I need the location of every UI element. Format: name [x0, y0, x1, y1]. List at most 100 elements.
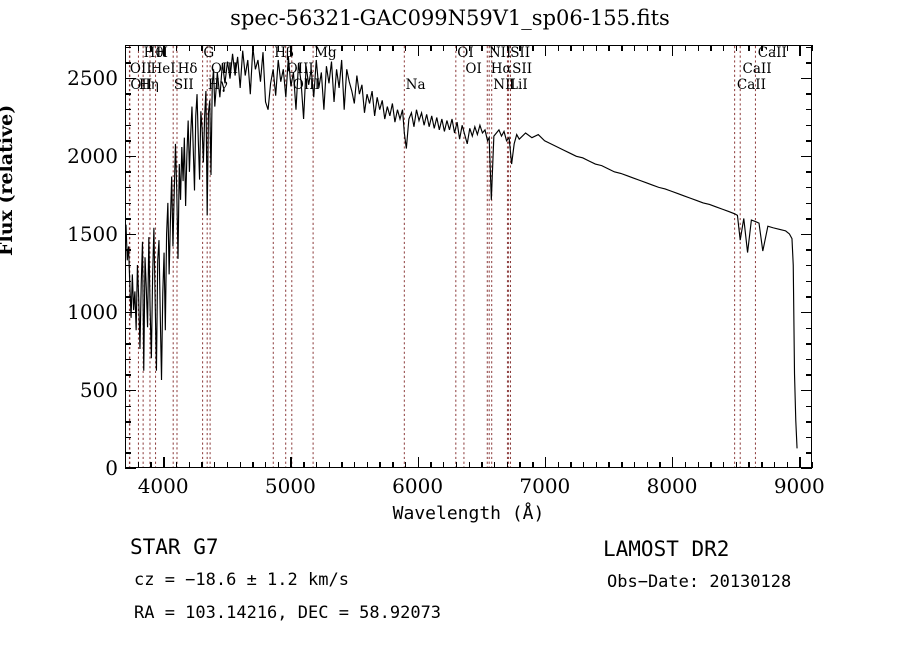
x-tick-top-6500 — [481, 45, 483, 51]
x-tick-5000 — [290, 457, 292, 468]
plot-clip-area — [126, 46, 811, 467]
y-tick-right-2100 — [806, 140, 812, 142]
x-tick-top-8800 — [773, 45, 776, 51]
line-label-sii-4072: SII — [173, 77, 194, 93]
line-marker-layer — [128, 46, 756, 467]
x-tick-7800 — [646, 462, 648, 468]
x-tick-top-6700 — [506, 45, 509, 51]
line-label-lii-6707: LiI — [509, 77, 528, 93]
line-label-hγ-4340: Hγ — [207, 77, 228, 93]
x-tick-top-3900 — [150, 45, 152, 51]
y-tick-right-400 — [806, 405, 812, 407]
x-tick-4400 — [214, 462, 216, 468]
x-tick-3700 — [125, 462, 127, 468]
x-tick-top-8900 — [786, 45, 788, 51]
x-tick-top-6400 — [468, 45, 470, 51]
y-tick-2700 — [125, 46, 131, 48]
x-tick-top-7800 — [646, 45, 648, 51]
x-tick-top-8000 — [672, 45, 674, 56]
y-tick-label-2000: 2000 — [67, 143, 118, 168]
x-tick-top-5100 — [303, 45, 305, 51]
object-type-text: STAR G7 — [130, 535, 219, 559]
x-tick-5200 — [315, 462, 318, 468]
y-tick-right-1800 — [806, 187, 812, 189]
y-axis-title: Flux (relative) — [0, 104, 17, 256]
spectrum-plot[interactable] — [125, 45, 812, 468]
x-tick-3900 — [150, 462, 152, 468]
y-tick-300 — [125, 421, 131, 423]
x-tick-label-5000: 5000 — [264, 474, 316, 498]
y-tick-2200 — [125, 124, 131, 126]
line-label-oi-6364: OI — [465, 61, 482, 77]
y-tick-2300 — [125, 108, 131, 111]
line-label-h-3933: H — [156, 45, 168, 61]
y-tick-right-1100 — [806, 296, 812, 298]
x-tick-5700 — [379, 462, 381, 468]
line-label-nii-6583: NII — [493, 77, 516, 93]
x-tick-8000 — [672, 457, 674, 468]
x-tick-4300 — [201, 462, 203, 468]
line-label-g-4304: G — [203, 45, 215, 61]
line-label-sii-6716: SII — [510, 45, 531, 61]
line-label-hei-3889: HeI — [150, 61, 176, 77]
x-tick-6500 — [481, 462, 483, 468]
x-tick-3800 — [137, 462, 140, 468]
y-tick-2100 — [125, 140, 131, 142]
y-tick-0 — [125, 468, 136, 470]
x-tick-top-5000 — [290, 45, 292, 56]
y-tick-right-2300 — [806, 108, 812, 111]
y-tick-1500 — [125, 233, 136, 236]
obs-date-text: Obs−Date: 20130128 — [607, 572, 792, 592]
y-tick-900 — [125, 327, 131, 329]
x-tick-top-8400 — [722, 45, 725, 51]
line-label-hδ-4102: Hδ — [177, 61, 198, 77]
y-tick-1200 — [125, 280, 131, 283]
x-tick-top-8300 — [710, 45, 712, 51]
x-tick-top-7000 — [544, 45, 547, 56]
x-tick-top-6300 — [455, 45, 458, 51]
x-tick-top-6000 — [417, 45, 419, 56]
x-tick-top-9000 — [799, 45, 801, 56]
x-tick-4200 — [188, 462, 190, 468]
x-tick-top-7100 — [557, 45, 559, 51]
y-tick-1100 — [125, 296, 131, 298]
x-tick-8500 — [735, 462, 738, 468]
y-axis-tick-labels: 0 500 1000 1500 2000 2500 — [0, 0, 118, 649]
line-label-hα-6563: Hα — [490, 61, 512, 77]
x-tick-top-8700 — [761, 45, 763, 51]
y-tick-label-1500: 1500 — [67, 221, 118, 246]
y-tick-right-700 — [806, 358, 812, 361]
x-tick-4800 — [264, 462, 267, 468]
x-tick-7400 — [595, 462, 598, 468]
y-tick-right-0 — [801, 468, 812, 470]
x-tick-top-4800 — [264, 45, 267, 51]
y-tick-right-2400 — [806, 93, 812, 95]
x-tick-6300 — [455, 462, 458, 468]
y-tick-2500 — [125, 77, 136, 80]
x-tick-6900 — [532, 462, 534, 468]
y-tick-right-1600 — [806, 218, 812, 220]
x-tick-top-5400 — [341, 45, 343, 51]
y-tick-right-1200 — [806, 280, 812, 283]
x-tick-top-5600 — [366, 45, 369, 51]
x-tick-8600 — [748, 462, 750, 468]
y-tick-1400 — [125, 249, 131, 251]
x-tick-7300 — [583, 462, 585, 468]
y-tick-right-1400 — [806, 249, 812, 251]
y-tick-right-100 — [806, 452, 812, 454]
x-tick-top-6200 — [443, 45, 445, 51]
line-label-mg-5175: Mg — [314, 45, 337, 61]
line-label-oi-6300: OI — [457, 45, 474, 61]
x-tick-top-4500 — [226, 45, 229, 51]
x-tick-top-4000 — [163, 45, 165, 56]
spectrum-trace — [126, 47, 798, 449]
y-tick-right-1500 — [801, 233, 812, 236]
x-tick-top-4600 — [239, 45, 241, 51]
line-label-oiii-4363: OIII — [210, 61, 238, 77]
y-tick-right-600 — [806, 374, 812, 376]
x-tick-6000 — [417, 457, 419, 468]
y-tick-1600 — [125, 218, 131, 220]
x-tick-8400 — [722, 462, 725, 468]
y-tick-label-1000: 1000 — [67, 299, 118, 324]
x-tick-top-4300 — [201, 45, 203, 51]
